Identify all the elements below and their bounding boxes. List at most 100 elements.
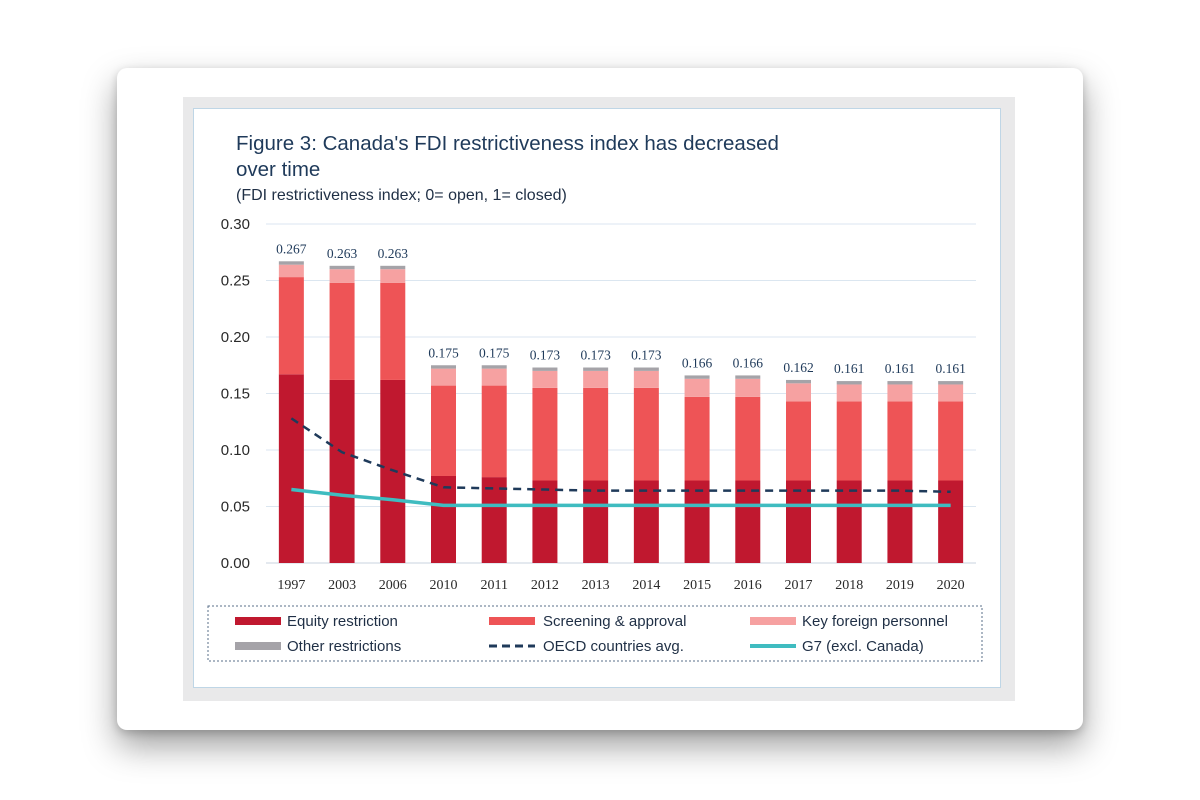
bar-segment (532, 367, 558, 371)
bar-segment (532, 370, 558, 388)
x-tick-label: 2019 (886, 578, 914, 593)
bar-segment (583, 387, 609, 481)
bar-segment (836, 480, 862, 563)
bar-segment (633, 480, 659, 563)
y-tick-label: 0.15 (221, 386, 250, 403)
bar-segment (786, 480, 811, 563)
legend-label-screening: Screening & approval (543, 613, 686, 630)
bar-segment (786, 401, 811, 481)
x-axis: 1997 2003 2006 2010 2011 2012 2013 2014 2015 2016… (277, 578, 964, 593)
oecd-line (290, 417, 951, 494)
bar-segment (684, 375, 710, 379)
x-tick-label: 2010 (430, 578, 458, 593)
bar-segment (836, 381, 862, 385)
bar-segment (329, 379, 355, 563)
bar-segment (329, 282, 355, 380)
y-tick-label: 0.10 (221, 442, 250, 459)
data-label: 0.161 (935, 361, 965, 376)
bar-segment (684, 378, 710, 397)
bar-segment (633, 387, 659, 481)
bar-segment (481, 365, 507, 369)
x-tick-label: 2018 (835, 578, 863, 593)
x-tick-label: 2015 (683, 578, 711, 593)
bar-segment (735, 375, 761, 379)
legend-swatch-other (235, 642, 281, 650)
data-label: 0.267 (276, 241, 307, 256)
bar-segment (938, 381, 964, 385)
chart: Figure 3: Canada's FDI restrictiveness i… (207, 132, 983, 662)
data-label: 0.166 (682, 355, 713, 370)
bar-segment (887, 384, 913, 402)
bar-segment (380, 265, 406, 270)
legend-label-equity: Equity restriction (287, 613, 398, 630)
bar-segment (278, 261, 304, 265)
x-tick-label: 2017 (785, 578, 813, 593)
legend-label-g7: G7 (excl. Canada) (802, 638, 924, 655)
series-lines (290, 417, 951, 508)
bar-segment (735, 378, 761, 397)
bar-segment (633, 370, 659, 388)
x-tick-label: 1997 (277, 578, 305, 593)
data-label: 0.173 (631, 348, 662, 363)
chart-subtitle: (FDI restrictiveness index; 0= open, 1= … (236, 187, 567, 204)
bar-segment (278, 264, 304, 278)
gridlines (266, 223, 976, 564)
bar-segment (431, 368, 456, 386)
x-tick-label: 2003 (328, 578, 356, 593)
legend-swatch-key-personnel (750, 617, 796, 625)
y-axis: 0.00 0.05 0.10 0.15 0.20 0.25 0.30 (221, 216, 250, 572)
bar-segment (786, 379, 811, 384)
data-label: 0.263 (327, 246, 358, 261)
y-tick-label: 0.20 (221, 329, 250, 346)
bar-segment (278, 374, 304, 563)
bar-segment (481, 368, 507, 386)
bar-segment (836, 401, 862, 481)
bar-segment (532, 480, 558, 563)
x-tick-label: 2006 (379, 578, 407, 593)
bar-segment (938, 401, 964, 481)
data-label: 0.162 (783, 360, 813, 375)
bar-segment (633, 367, 659, 371)
y-tick-label: 0.05 (221, 499, 250, 516)
bar-segment (481, 477, 507, 563)
g7-line (291, 487, 951, 508)
bar-segment (278, 277, 304, 375)
legend-label-oecd: OECD countries avg. (543, 638, 684, 655)
data-label: 0.173 (530, 348, 561, 363)
y-tick-label: 0.00 (221, 555, 250, 572)
bar-segment (887, 381, 913, 385)
x-tick-label: 2020 (937, 578, 965, 593)
data-labels: 0.267 0.263 0.263 0.175 0.175 0.173 0.173 0.173… (276, 241, 966, 376)
x-tick-label: 2014 (632, 578, 660, 593)
legend: Equity restriction Screening & approval … (207, 605, 983, 662)
legend-swatch-equity (235, 617, 281, 625)
bar-segment (431, 365, 456, 369)
data-label: 0.173 (580, 348, 611, 363)
bar-segment (684, 396, 710, 481)
bar-segment (431, 475, 456, 563)
bar-segment (684, 480, 710, 563)
bar-segment (836, 384, 862, 402)
x-tick-label: 2012 (531, 578, 559, 593)
bar-segment (938, 384, 964, 402)
bars (278, 261, 964, 563)
bar-segment (329, 265, 355, 270)
chart-title-line-1: Figure 3: Canada's FDI restrictiveness i… (236, 132, 779, 155)
legend-label-other: Other restrictions (287, 638, 401, 655)
legend-label-key-personnel: Key foreign personnel (802, 613, 948, 630)
bar-segment (583, 480, 609, 563)
bar-segment (481, 385, 507, 478)
bar-segment (583, 367, 609, 371)
bar-segment (887, 480, 913, 563)
bar-segment (735, 480, 761, 563)
bar-segment (431, 385, 456, 476)
bar-segment (380, 282, 406, 380)
bar-segment (532, 387, 558, 481)
legend-swatch-screening (489, 617, 535, 625)
bar-segment (583, 370, 609, 388)
x-tick-label: 2011 (480, 578, 507, 593)
data-label: 0.161 (885, 361, 915, 376)
bar-segment (329, 269, 355, 283)
data-label: 0.166 (733, 355, 764, 370)
data-label: 0.161 (834, 361, 864, 376)
